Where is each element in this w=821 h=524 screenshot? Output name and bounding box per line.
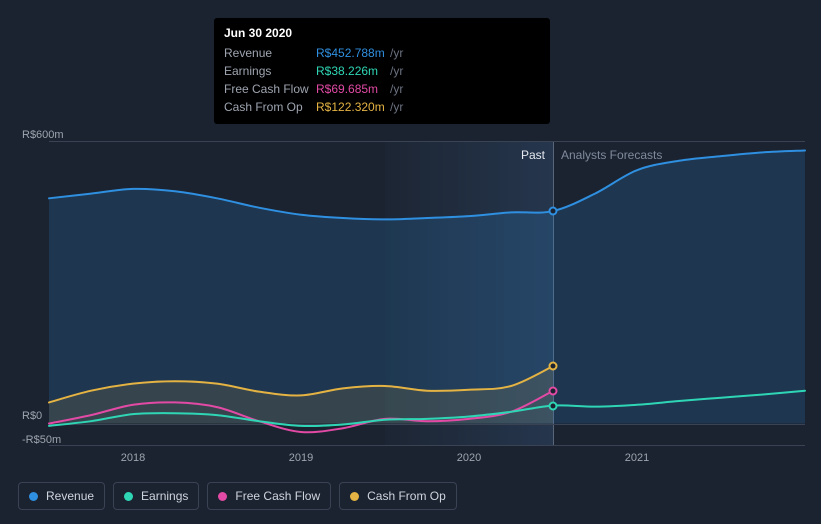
chart-lines: [49, 142, 805, 445]
x-axis-tick-label: 2019: [289, 452, 313, 464]
legend-label: Earnings: [141, 489, 188, 503]
legend-item-revenue[interactable]: Revenue: [18, 482, 105, 510]
chart-legend: Revenue Earnings Free Cash Flow Cash From O…: [18, 482, 457, 510]
legend-item-free_cash_flow[interactable]: Free Cash Flow: [207, 482, 331, 510]
tooltip-suffix: /yr: [390, 62, 403, 80]
series-marker-free_cash_flow: [549, 386, 558, 395]
legend-label: Revenue: [46, 489, 94, 503]
legend-swatch: [350, 492, 359, 501]
tooltip-suffix: /yr: [390, 80, 403, 98]
tooltip-metric-value: R$452.788m: [316, 44, 386, 62]
tooltip-date: Jun 30 2020: [224, 26, 540, 40]
series-marker-earnings: [549, 401, 558, 410]
tooltip-metric-label: Free Cash Flow: [224, 80, 316, 98]
tooltip-metric-value: R$38.226m: [316, 62, 386, 80]
tooltip-metric-value: R$69.685m: [316, 80, 386, 98]
tooltip-metric-label: Revenue: [224, 44, 316, 62]
tooltip-row: EarningsR$38.226m/yr: [224, 62, 540, 80]
legend-label: Cash From Op: [367, 489, 446, 503]
tooltip-metric-label: Earnings: [224, 62, 316, 80]
x-axis-tick-label: 2020: [457, 452, 481, 464]
tooltip-suffix: /yr: [390, 44, 403, 62]
legend-swatch: [29, 492, 38, 501]
legend-label: Free Cash Flow: [235, 489, 320, 503]
chart-container: R$600mR$0-R$50m Past Analysts Forecasts …: [16, 118, 805, 478]
legend-swatch: [218, 492, 227, 501]
tooltip-suffix: /yr: [390, 98, 403, 116]
tooltip-metric-value: R$122.320m: [316, 98, 386, 116]
tooltip-row: Cash From OpR$122.320m/yr: [224, 98, 540, 116]
chart-plot[interactable]: Past Analysts Forecasts: [49, 141, 805, 446]
tooltip-metric-label: Cash From Op: [224, 98, 316, 116]
y-axis-tick-label: R$600m: [22, 129, 64, 141]
legend-item-cash_from_op[interactable]: Cash From Op: [339, 482, 457, 510]
legend-item-earnings[interactable]: Earnings: [113, 482, 199, 510]
tooltip-row: RevenueR$452.788m/yr: [224, 44, 540, 62]
y-axis-tick-label: R$0: [22, 410, 42, 422]
legend-swatch: [124, 492, 133, 501]
x-axis-tick-label: 2018: [121, 452, 145, 464]
x-axis-tick-label: 2021: [625, 452, 649, 464]
series-marker-revenue: [549, 207, 558, 216]
chart-tooltip: Jun 30 2020 RevenueR$452.788m/yrEarnings…: [214, 18, 550, 124]
series-marker-cash_from_op: [549, 362, 558, 371]
tooltip-row: Free Cash FlowR$69.685m/yr: [224, 80, 540, 98]
